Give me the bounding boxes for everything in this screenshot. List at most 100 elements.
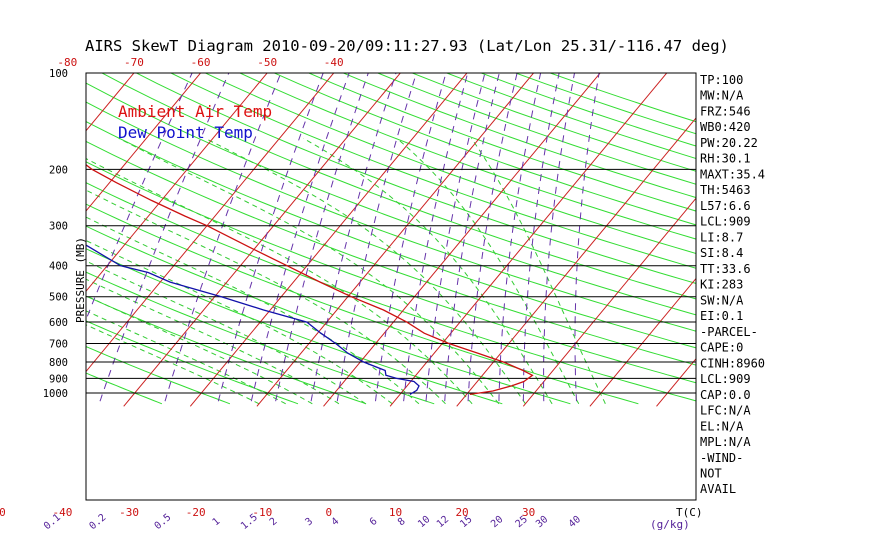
dry-adiabat <box>86 346 231 405</box>
mixing-ratio-tick-label: 3 <box>303 516 315 528</box>
mixing-ratio-line <box>99 73 230 402</box>
mixing-ratio-line <box>444 73 500 402</box>
dry-adiabat <box>86 140 696 366</box>
sounding-index-item: WB0:420 <box>700 120 751 134</box>
mixing-ratio-line <box>275 73 369 402</box>
y-axis-label: PRESSURE (MB) <box>74 237 87 323</box>
mixing-ratio-tick-label: 30 <box>534 514 550 530</box>
pressure-tick-label: 1000 <box>43 388 68 400</box>
top-temp-tick-label: -60 <box>191 56 211 69</box>
isobars <box>86 72 696 394</box>
top-temp-tick-label: -80 <box>57 56 77 69</box>
mixing-ratio-line <box>336 73 417 402</box>
mixing-ratio-tick-label: 40 <box>567 514 583 530</box>
mixing-ratio-line <box>86 73 193 321</box>
pressure-tick-label: 900 <box>49 373 68 385</box>
mixing-ratio-tick-label: 8 <box>396 516 408 528</box>
moist-adiabat <box>118 137 500 405</box>
dry-adiabat <box>376 73 696 185</box>
isotherm <box>86 73 202 212</box>
isotherm <box>256 73 535 407</box>
moist-adiabat <box>470 138 606 404</box>
moist-adiabat <box>86 239 393 405</box>
dry-adiabat <box>273 73 696 226</box>
top-temp-ticks: -80 -70 -60 -50 -40 <box>57 56 343 69</box>
sounding-index-item: EI:0.1 <box>700 309 743 323</box>
sounding-index-item: KI:283 <box>700 278 743 292</box>
temp-unit-label: T(C) <box>676 506 703 519</box>
mixing-ratio-tick-label: 0.2 <box>88 512 109 532</box>
bottom-temp-tick-label: 10 <box>389 506 402 519</box>
sounding-index-item: CINH:8960 <box>700 356 765 370</box>
mixing-ratio-tick-label: 0.5 <box>153 512 174 532</box>
pressure-tick-label: 600 <box>49 317 68 329</box>
bottom-temp-tick-label: 30 <box>522 506 535 519</box>
pressure-ticks: 100 200 300 400 500 600 700 800 900 1000 <box>43 68 68 400</box>
isotherm <box>0 58 13 406</box>
dry-adiabat <box>86 120 696 349</box>
sounding-index-item: MPL:N/A <box>700 435 751 449</box>
bottom-temp-tick-label: 20 <box>455 506 468 519</box>
moist-adiabat <box>86 324 260 405</box>
dry-adiabat <box>86 372 163 405</box>
sounding-index-item: SW:N/A <box>700 293 744 307</box>
dry-adiabat <box>86 182 696 402</box>
mixing-ratio-tick-label: 2 <box>268 516 280 528</box>
sounding-index-item: MW:N/A <box>700 89 744 103</box>
dew-point-temp-line <box>86 244 420 395</box>
sounding-index-item: PW:20.22 <box>700 136 758 150</box>
sounding-index-item: CAPE:0 <box>700 341 743 355</box>
moist-adiabat <box>396 137 580 405</box>
mixing-ratio-unit: (g/kg) <box>650 518 690 531</box>
ambient-air-temp-line <box>86 163 534 396</box>
mixing-ratio-line <box>522 73 560 402</box>
pressure-tick-label: 200 <box>49 164 68 176</box>
dry-adiabat <box>86 161 696 384</box>
pressure-tick-label: 500 <box>49 292 68 304</box>
sounding-index-item: RH:30.1 <box>700 152 751 166</box>
dry-adiabat <box>342 73 696 199</box>
moist-adiabat <box>86 260 366 405</box>
sounding-index-item: MAXT:35.4 <box>700 167 765 181</box>
bottom-temp-tick-label: -30 <box>119 506 139 519</box>
mixing-ratio-tick-label: 12 <box>435 514 451 530</box>
sounding-index-item: NOT <box>700 467 722 481</box>
sounding-index-item: TT:33.6 <box>700 262 751 276</box>
dry-adiabat <box>86 101 696 332</box>
sounding-index-item: LCL:909 <box>700 372 751 386</box>
mixing-ratio-line <box>425 73 486 402</box>
dry-adiabat <box>100 73 696 300</box>
mixing-ratio-tick-label: 20 <box>489 514 505 530</box>
bottom-temp-tick-label: -10 <box>252 506 272 519</box>
bottom-temp-tick-label: -40 <box>53 506 73 519</box>
pressure-tick-label: 400 <box>49 261 68 273</box>
top-temp-tick-label: -70 <box>124 56 144 69</box>
pressure-tick-label: 300 <box>49 221 68 233</box>
legend-ambient-air-temp: Ambient Air Temp <box>118 102 272 121</box>
mixing-ratio-line <box>574 73 600 402</box>
bottom-temp-tick-label: -50 <box>0 506 6 519</box>
top-temp-tick-label: -40 <box>324 56 344 69</box>
isotherm <box>389 73 668 407</box>
isotherm <box>522 197 696 407</box>
dry-adiabat <box>86 320 299 405</box>
dry-adiabat <box>204 73 696 254</box>
isotherm <box>86 73 268 293</box>
isotherm <box>456 117 696 407</box>
dry-adiabat <box>169 73 696 269</box>
dry-adiabat <box>86 203 639 405</box>
sounding-index-item: CAP:0.0 <box>700 388 751 402</box>
sounding-index-item: FRZ:546 <box>700 104 751 118</box>
top-temp-tick-label: -50 <box>257 56 277 69</box>
mixing-ratio-tick-label: 4 <box>330 516 342 528</box>
moist-adiabat <box>303 137 553 405</box>
chart-title: AIRS SkewT Diagram 2010-09-20/09:11:27.9… <box>85 37 729 55</box>
isotherm <box>86 73 135 132</box>
mixing-ratio-line <box>543 73 575 402</box>
mixing-ratio-tick-label: 10 <box>416 514 432 530</box>
profiles <box>86 163 534 396</box>
dry-adiabat <box>307 73 696 212</box>
dry-adiabat <box>135 73 696 284</box>
sounding-index-item: AVAIL <box>700 482 736 496</box>
